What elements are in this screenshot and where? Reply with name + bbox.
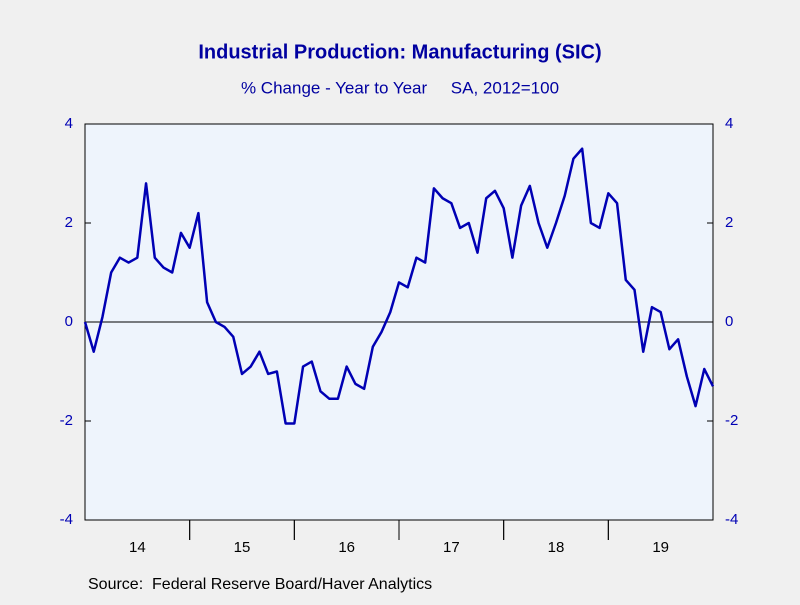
y-tick-label: 2 xyxy=(65,214,73,231)
y-tick-label: -2 xyxy=(60,412,73,429)
x-tick-label: 15 xyxy=(234,539,251,556)
x-tick-label: 18 xyxy=(548,539,565,556)
y2-tick-label: 2 xyxy=(725,214,733,231)
chart-subtitle: % Change - Year to Year SA, 2012=100 xyxy=(241,78,559,97)
y-tick-label: 0 xyxy=(65,313,73,330)
chart-title: Industrial Production: Manufacturing (SI… xyxy=(198,41,601,63)
x-tick-label: 17 xyxy=(443,539,460,556)
x-tick-label: 19 xyxy=(652,539,669,556)
y2-tick-label: 0 xyxy=(725,313,733,330)
source-note: Source: Federal Reserve Board/Haver Anal… xyxy=(88,576,432,593)
data-line xyxy=(83,147,715,425)
y2-tick-label: 4 xyxy=(725,115,733,132)
y2-tick-label: -2 xyxy=(725,412,738,429)
y2-tick-label: -4 xyxy=(725,511,738,528)
x-tick-label: 16 xyxy=(338,539,355,556)
x-tick-label: 14 xyxy=(129,539,146,556)
y-tick-label: -4 xyxy=(60,511,73,528)
y-tick-label: 4 xyxy=(65,115,73,132)
